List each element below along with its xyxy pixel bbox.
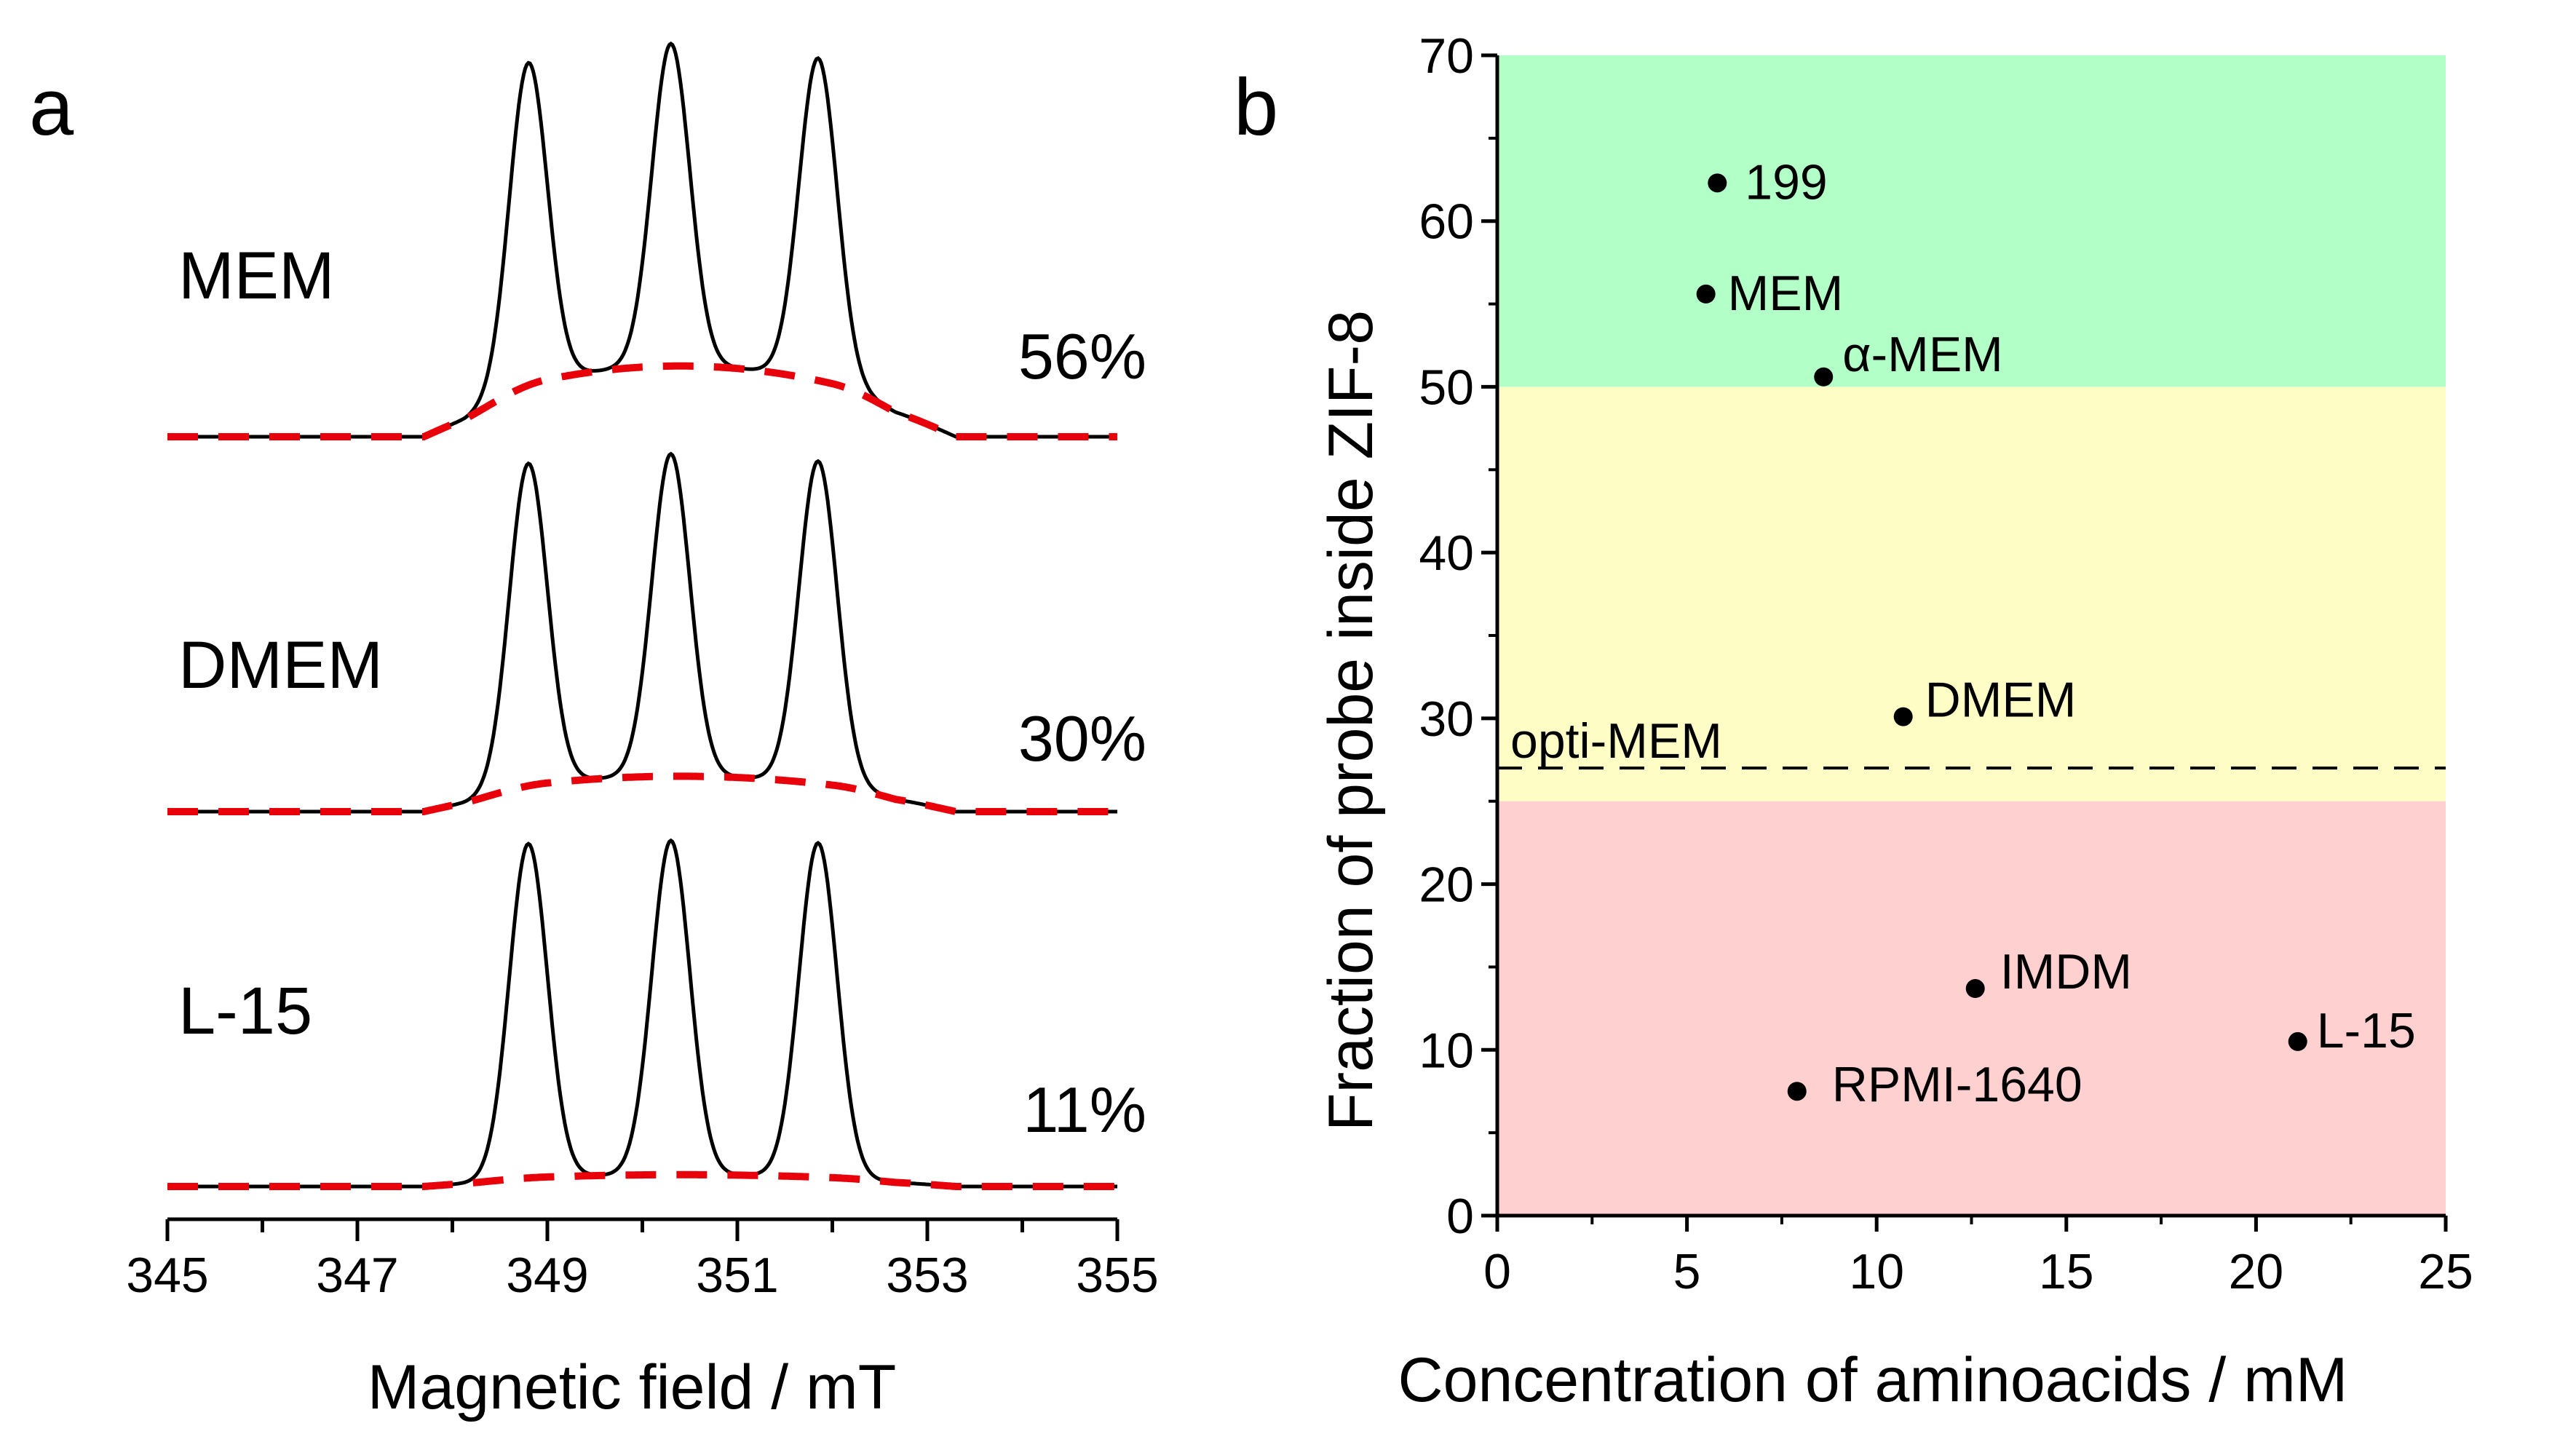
data-point — [1787, 1082, 1807, 1101]
panel-b-label: b — [1234, 63, 1278, 152]
data-point-label: 199 — [1745, 154, 1827, 210]
y-tick-label: 0 — [1446, 1189, 1474, 1244]
y-axis-label: Fraction of probe inside ZIF-8 — [1316, 310, 1386, 1131]
x-axis-magnetic-field: 345 347 349 351 353 355 — [126, 1217, 1159, 1303]
fraction-label-1: 30% — [1018, 702, 1146, 775]
scatter-plot-area: opti-MEM 0 10 20 30 40 50 60 70 0 5 10 15 20 25 199 MEM α… — [1419, 28, 2473, 1299]
y-tick-label: 10 — [1419, 1023, 1474, 1078]
y-tick-label: 60 — [1419, 194, 1474, 250]
panel-a-esr-spectra: a MEM 56% DMEM 30% L-15 11% 345 347 349 351 353 35… — [29, 41, 1159, 1422]
x-tick-label: 351 — [696, 1248, 778, 1303]
data-point — [2288, 1031, 2307, 1051]
data-point-label: RPMI-1640 — [1832, 1057, 2082, 1112]
data-point-label: IMDM — [2000, 944, 2132, 999]
trace-label-1: DMEM — [178, 628, 383, 702]
zone-band-0 — [1497, 55, 2446, 387]
zone-band-2 — [1497, 801, 2446, 1216]
y-tick-label: 70 — [1419, 28, 1474, 84]
y-tick-label: 20 — [1419, 857, 1474, 913]
x-axis-label: Concentration of aminoacids / mM — [1398, 1345, 2348, 1415]
y-tick-label: 40 — [1419, 526, 1474, 581]
panel-a-label: a — [29, 63, 74, 152]
y-tick-label: 30 — [1419, 692, 1474, 747]
x-tick-label: 5 — [1673, 1244, 1701, 1299]
x-axis-label: Magnetic field / mT — [368, 1352, 896, 1422]
x-tick-label: 0 — [1483, 1244, 1511, 1299]
data-point-label: MEM — [1728, 266, 1844, 321]
trace-label-0: MEM — [178, 239, 335, 313]
esr-traces: MEM 56% DMEM 30% L-15 11% — [167, 41, 1146, 1190]
reference-line-label: opti-MEM — [1510, 713, 1722, 769]
x-tick-label: 20 — [2229, 1244, 2284, 1299]
data-point-label: α-MEM — [1842, 327, 2003, 382]
x-tick-label: 15 — [2039, 1244, 2094, 1299]
x-tick-label: 347 — [316, 1248, 398, 1303]
x-tick-label: 349 — [506, 1248, 588, 1303]
data-point — [1893, 707, 1913, 726]
trace-label-2: L-15 — [178, 974, 312, 1048]
broad-fit-0 — [167, 362, 1117, 440]
broad-fit-2 — [167, 1170, 1117, 1190]
x-tick-label: 353 — [886, 1248, 968, 1303]
data-point — [1814, 367, 1834, 387]
data-point — [1708, 173, 1727, 193]
y-tick-label: 50 — [1419, 360, 1474, 415]
data-point — [1965, 979, 1985, 999]
fraction-label-0: 56% — [1018, 320, 1146, 392]
data-point-label: L-15 — [2317, 1003, 2416, 1058]
zone-band-1 — [1497, 387, 2446, 801]
x-tick-label: 25 — [2418, 1244, 2473, 1299]
data-point-label: DMEM — [1925, 673, 2077, 728]
x-tick-label: 10 — [1849, 1244, 1904, 1299]
broad-fit-1 — [167, 772, 1117, 815]
data-point — [1696, 284, 1716, 304]
fraction-label-2: 11% — [1023, 1074, 1146, 1146]
panel-b-scatter: b opti-MEM 0 10 20 30 40 50 60 70 0 5 10 15 20 25 199 ME… — [1234, 28, 2473, 1415]
x-tick-label: 355 — [1076, 1248, 1158, 1303]
x-tick-label: 345 — [126, 1248, 208, 1303]
